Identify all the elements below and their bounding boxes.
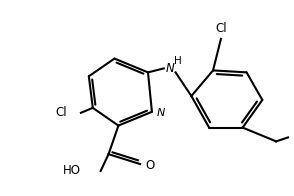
Text: Cl: Cl [56,106,67,119]
Text: O: O [145,159,154,172]
Text: H: H [174,55,181,65]
Text: Cl: Cl [215,23,227,35]
Text: HO: HO [63,164,81,177]
Text: N: N [165,62,174,75]
Text: N: N [157,108,165,118]
